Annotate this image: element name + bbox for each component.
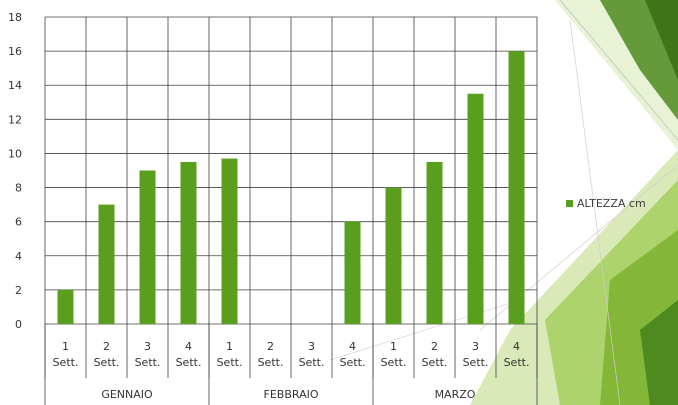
x-tick-label: Sett. [135,356,161,369]
x-tick-label: 4 [513,340,520,353]
y-tick-label: 4 [15,250,22,263]
background-decoration [329,0,678,405]
bar [139,170,156,324]
bar [385,187,402,324]
x-tick-label: 1 [226,340,233,353]
legend-label: ALTEZZA cm [577,197,646,210]
y-tick-label: 12 [8,113,22,126]
x-tick-label: 2 [103,340,110,353]
y-tick-label: 10 [8,147,22,160]
x-tick-label: 3 [144,340,151,353]
bar [98,204,115,324]
x-tick-label: 1 [390,340,397,353]
bar [221,158,238,324]
x-group-label: MARZO [435,388,476,401]
x-tick-label: Sett. [299,356,325,369]
x-tick-label: Sett. [422,356,448,369]
y-tick-label: 0 [15,318,22,331]
y-tick-label: 2 [15,284,22,297]
x-tick-label: 4 [349,340,356,353]
bar [426,161,443,324]
y-tick-label: 18 [8,11,22,24]
y-tick-label: 14 [8,79,22,92]
y-tick-label: 8 [15,182,22,195]
x-tick-label: Sett. [176,356,202,369]
x-group-label: FEBBRAIO [264,388,319,401]
x-tick-label: 3 [308,340,315,353]
bar [57,289,74,324]
x-tick-label: Sett. [381,356,407,369]
x-tick-label: Sett. [217,356,243,369]
x-tick-label: Sett. [504,356,530,369]
x-tick-label: 3 [472,340,479,353]
y-tick-label: 16 [8,45,22,58]
x-tick-label: Sett. [94,356,120,369]
x-tick-label: 2 [267,340,274,353]
y-tick-label: 6 [15,216,22,229]
bar [344,221,361,324]
legend-swatch [566,200,573,207]
bar [467,93,484,324]
legend: ALTEZZA cm [566,197,646,210]
x-tick-label: Sett. [463,356,489,369]
x-tick-label: 1 [62,340,69,353]
x-tick-label: 4 [185,340,192,353]
bar [180,161,197,324]
bar [508,51,525,324]
x-tick-label: 2 [431,340,438,353]
x-tick-label: Sett. [340,356,366,369]
x-group-label: GENNAIO [101,388,153,401]
x-tick-label: Sett. [53,356,79,369]
x-tick-label: Sett. [258,356,284,369]
